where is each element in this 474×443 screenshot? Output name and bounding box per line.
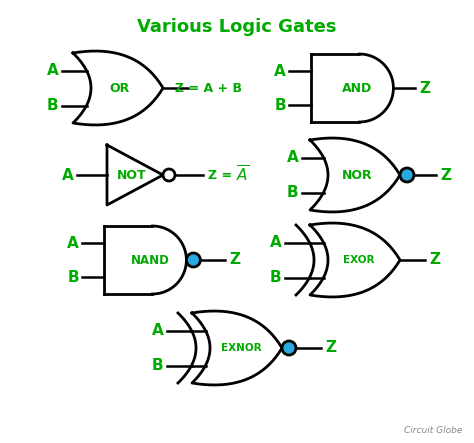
Text: Z: Z [325, 341, 336, 355]
Text: NAND: NAND [130, 253, 169, 267]
Text: Z = A + B: Z = A + B [175, 82, 242, 94]
Text: OR: OR [110, 82, 130, 94]
Text: A: A [287, 150, 299, 165]
Text: NOT: NOT [117, 168, 147, 182]
Text: Z =: Z = [208, 168, 237, 182]
Text: A: A [152, 323, 164, 338]
Text: A: A [47, 63, 59, 78]
Text: Z: Z [429, 253, 440, 268]
Circle shape [400, 168, 414, 182]
Text: EXNOR: EXNOR [221, 343, 261, 353]
Text: B: B [47, 98, 59, 113]
Text: A: A [67, 236, 79, 250]
Text: NOR: NOR [342, 168, 372, 182]
Text: Z: Z [419, 81, 430, 96]
Text: A: A [274, 63, 286, 78]
Text: B: B [67, 269, 79, 284]
Text: Circuit Globe: Circuit Globe [404, 426, 462, 435]
Text: Z: Z [229, 253, 240, 268]
Text: A: A [270, 235, 282, 250]
Text: A: A [62, 167, 74, 183]
Text: AND: AND [342, 82, 372, 94]
Text: B: B [152, 358, 164, 373]
Text: B: B [274, 97, 286, 113]
Circle shape [282, 341, 296, 355]
Text: Various Logic Gates: Various Logic Gates [137, 18, 337, 36]
Circle shape [163, 169, 175, 181]
Text: B: B [287, 185, 299, 200]
Text: B: B [270, 270, 282, 285]
Text: Z: Z [440, 167, 451, 183]
Text: EXOR: EXOR [343, 255, 375, 265]
Text: $\overline{A}$: $\overline{A}$ [236, 165, 249, 185]
Circle shape [186, 253, 201, 267]
